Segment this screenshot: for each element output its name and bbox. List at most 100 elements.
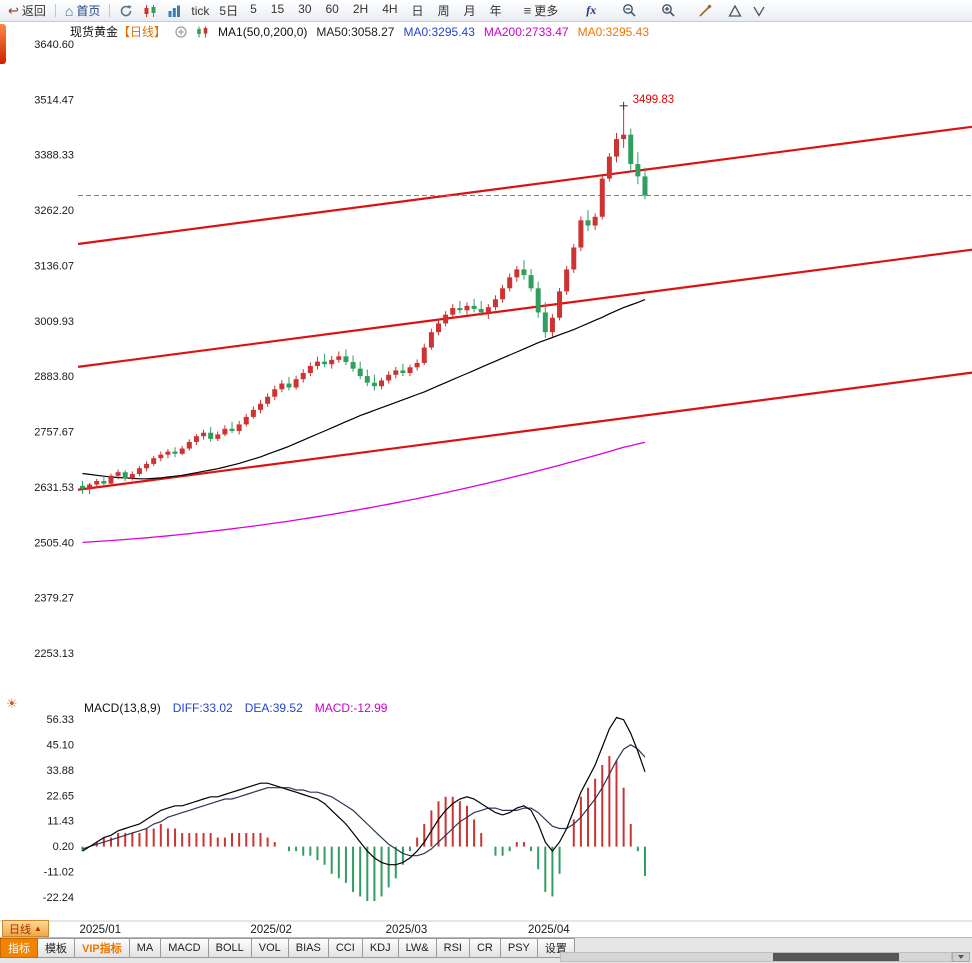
- svg-text:3009.93: 3009.93: [34, 316, 74, 328]
- tab-CR[interactable]: CR: [469, 938, 501, 958]
- instrument-name: 现货黄金: [70, 25, 119, 39]
- mini-kline-icon: [197, 26, 208, 37]
- draw-line-button[interactable]: [693, 3, 717, 19]
- timeframe-group: 5 15 30 60 2H 4H 日周月年: [243, 1, 509, 20]
- candlestick-icon: [144, 4, 156, 17]
- zoom-in-button[interactable]: [656, 2, 681, 19]
- toolbar: ↩ 返回 ⌂ 首页 tick 5日 5 15 30 60 2H 4H 日周月年: [0, 0, 972, 22]
- pencil-icon: [699, 3, 712, 17]
- ma0-orange-value: MA0:3295.43: [577, 24, 649, 39]
- svg-text:2025/04: 2025/04: [528, 924, 570, 936]
- ma0-blue-value: MA0:3295.43: [403, 24, 475, 39]
- macd-settings-label: MACD(13,8,9): [84, 701, 161, 715]
- bar-style-button[interactable]: [162, 3, 186, 19]
- svg-text:2025/02: 2025/02: [250, 924, 292, 936]
- tab-BIAS[interactable]: BIAS: [288, 938, 329, 958]
- back-icon: ↩: [8, 3, 19, 18]
- timeframe-年-button[interactable]: 年: [489, 4, 502, 18]
- refresh-button[interactable]: [114, 3, 138, 19]
- timeframe-周-button[interactable]: 周: [437, 4, 450, 18]
- svg-text:3514.47: 3514.47: [34, 94, 74, 106]
- tab-KDJ[interactable]: KDJ: [362, 938, 399, 958]
- more-icon: ≡: [523, 3, 532, 18]
- macd-dea-value: DEA:39.52: [244, 701, 303, 715]
- horizontal-scrollbar[interactable]: [560, 952, 952, 962]
- timeframe-月-button[interactable]: 月: [463, 4, 476, 18]
- macd-diff-value: DIFF:33.02: [172, 701, 233, 715]
- svg-text:56.33: 56.33: [46, 714, 74, 726]
- svg-text:22.65: 22.65: [46, 790, 74, 802]
- bar-chart-icon: [168, 5, 181, 17]
- tab-LW&[interactable]: LW&: [398, 938, 437, 958]
- svg-text:2631.53: 2631.53: [34, 482, 74, 494]
- svg-text:2025/03: 2025/03: [386, 924, 428, 936]
- svg-text:2253.13: 2253.13: [34, 648, 74, 660]
- tab-BOLL[interactable]: BOLL: [208, 938, 252, 958]
- tab-指标[interactable]: 指标: [0, 938, 38, 958]
- svg-text:45.10: 45.10: [46, 739, 74, 751]
- tab-模板[interactable]: 模板: [38, 938, 75, 958]
- tab-VIP指标[interactable]: VIP指标: [75, 938, 130, 958]
- tab-MA[interactable]: MA: [129, 938, 162, 958]
- timeframe-日-button[interactable]: 日: [411, 4, 424, 18]
- tab-MACD[interactable]: MACD: [161, 938, 209, 958]
- period-chip-label: 日线: [9, 923, 31, 936]
- instrument-title: 现货黄金【日线】: [70, 23, 166, 40]
- timeframe-2H-button[interactable]: 2H: [352, 2, 369, 16]
- scrollbar-button[interactable]: [952, 952, 970, 962]
- instrument-period: 【日线】: [118, 25, 167, 39]
- ma50-value: MA50:3058.27: [316, 24, 395, 39]
- triangle-tool-button[interactable]: [723, 3, 747, 19]
- tick-label: tick: [191, 3, 210, 18]
- brightness-icon[interactable]: ☀: [6, 696, 18, 711]
- ma-settings-label: MA1(50,0,200,0): [218, 24, 308, 39]
- svg-text:3499.83: 3499.83: [633, 94, 675, 106]
- timeframe-5-button[interactable]: 5: [250, 2, 257, 16]
- chevron-down-icon: [958, 955, 964, 959]
- scrollbar-thumb[interactable]: [773, 953, 899, 961]
- tab-VOL[interactable]: VOL: [251, 938, 289, 958]
- circle-plus-icon[interactable]: [175, 25, 187, 38]
- svg-text:-11.02: -11.02: [44, 867, 74, 879]
- toolbar-separator: [54, 4, 56, 17]
- timeframe-tick-button[interactable]: tick: [186, 3, 214, 19]
- svg-text:2505.40: 2505.40: [34, 537, 74, 549]
- home-icon: ⌂: [64, 2, 74, 19]
- kline-style-button[interactable]: [138, 3, 162, 19]
- refresh-icon: [121, 4, 133, 16]
- home-button[interactable]: ⌂ 首页: [60, 1, 105, 20]
- timeframe-30-button[interactable]: 30: [298, 2, 312, 16]
- home-label: 首页: [76, 4, 101, 18]
- period-chip[interactable]: 日线 ▲: [2, 920, 49, 937]
- tab-PSY[interactable]: PSY: [500, 938, 538, 958]
- zoom-out-button[interactable]: [617, 2, 642, 19]
- side-panel-handle[interactable]: [0, 24, 6, 64]
- bottom-bar: 指标 模板 VIP指标 MA MACD BOLL VOL BIAS CCI KDJ LW& RSI CR…: [0, 937, 972, 963]
- toolbar-separator: [109, 4, 111, 17]
- triangle-icon: [728, 4, 742, 17]
- svg-text:2883.80: 2883.80: [34, 371, 74, 383]
- back-label: 返回: [21, 4, 46, 18]
- timeframe-4H-button[interactable]: 4H: [382, 2, 398, 16]
- zoom-in-icon: [662, 4, 675, 17]
- zoom-out-icon: [623, 4, 636, 17]
- timeframe-5day-button[interactable]: 5日: [214, 1, 243, 20]
- back-button[interactable]: ↩ 返回: [3, 1, 51, 20]
- svg-text:2025/01: 2025/01: [80, 924, 122, 936]
- ma200-value: MA200:2733.47: [483, 24, 569, 39]
- timeframe-15-button[interactable]: 15: [270, 2, 285, 16]
- vshape-tool-button[interactable]: [747, 3, 771, 19]
- timeframe-60-button[interactable]: 60: [325, 2, 339, 16]
- indicator-tabbar: 指标 模板 VIP指标 MA MACD BOLL VOL BIAS CCI KDJ LW& RSI CR…: [0, 938, 575, 958]
- more-button[interactable]: ≡ 更多: [519, 1, 564, 20]
- svg-text:-22.24: -22.24: [43, 892, 74, 904]
- fx-indicator-button[interactable]: fx: [581, 2, 601, 19]
- tab-RSI[interactable]: RSI: [436, 938, 470, 958]
- svg-text:3640.60: 3640.60: [34, 39, 74, 51]
- macd-value: MACD:-12.99: [314, 701, 388, 715]
- tab-CCI[interactable]: CCI: [328, 938, 363, 958]
- fx-icon: fx: [586, 3, 597, 17]
- svg-text:3388.33: 3388.33: [34, 150, 74, 162]
- chevron-up-icon: ▲: [34, 924, 42, 933]
